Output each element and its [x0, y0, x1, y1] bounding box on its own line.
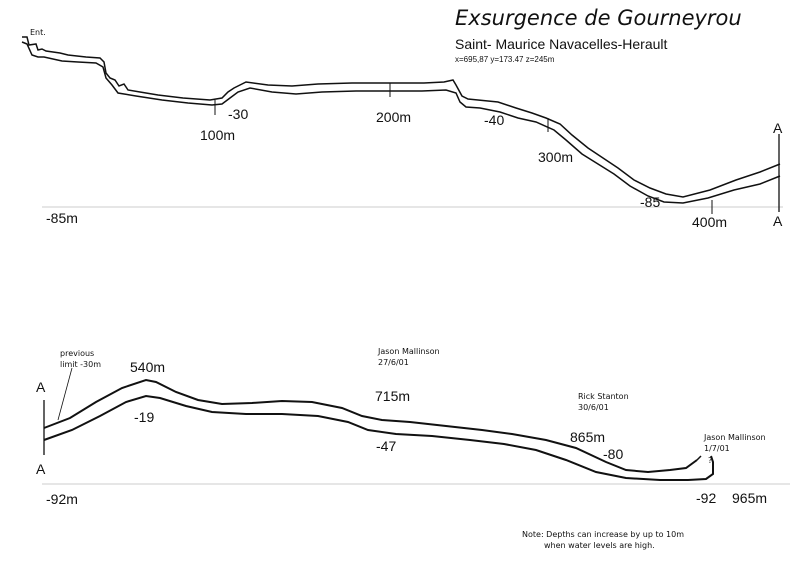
- sump-end-mark: [696, 455, 702, 461]
- lower-connector-bottom: A: [36, 461, 46, 477]
- previous-limit-leader: [57, 367, 73, 421]
- survey-coordinates: x=695,87 y=173.47 z=245m: [455, 55, 555, 64]
- survey-location: Saint- Maurice Navacelles-Herault: [455, 36, 668, 52]
- previous-limit-line2: limit -30m: [60, 360, 101, 369]
- upper-datum-label: -85m: [46, 210, 78, 226]
- depth-label-92: -92: [696, 490, 717, 506]
- distance-label-400m: 400m: [692, 214, 728, 230]
- explorer-3-date: 1/7/01: [704, 444, 730, 453]
- water-level-note-line1: Note: Depths can increase by up to 10m: [522, 530, 685, 539]
- lower-connector-top: A: [36, 379, 46, 395]
- distance-label-540m: 540m: [130, 359, 166, 375]
- distance-label-865m: 865m: [570, 429, 606, 445]
- distance-label-300m: 300m: [538, 149, 574, 165]
- previous-limit-line1: previous: [60, 349, 95, 358]
- lower-datum-label: -92m: [46, 491, 78, 507]
- upper-connector-top: A: [773, 120, 783, 136]
- distance-label-965m: 965m: [732, 490, 768, 506]
- explorer-2-date: 30/6/01: [578, 403, 609, 412]
- upper-connector-bottom: A: [773, 213, 783, 229]
- distance-label-715m: 715m: [375, 388, 411, 404]
- depth-label-85: -85: [640, 194, 661, 210]
- depth-label-47: -47: [376, 438, 397, 454]
- explorer-1-name: Jason Mallinson: [378, 347, 440, 356]
- explorer-2-name: Rick Stanton: [578, 392, 629, 401]
- water-level-note-line2: when water levels are high.: [544, 541, 655, 550]
- explorer-3-name: Jason Mallinson: [704, 433, 766, 442]
- depth-label-80: -80: [603, 446, 624, 462]
- survey-title: Exsurgence de Gourneyrou: [455, 6, 742, 30]
- upper-passage-roof: [22, 36, 781, 198]
- entrance-label: Ent.: [30, 28, 46, 37]
- distance-label-200m: 200m: [376, 109, 412, 125]
- distance-label-100m: 100m: [200, 127, 236, 143]
- depth-label-30: -30: [228, 106, 249, 122]
- lower-passage-roof: [43, 378, 698, 474]
- upper-passage-floor: [21, 41, 781, 204]
- explorer-1-date: 27/6/01: [378, 358, 409, 367]
- lower-passage-floor: [43, 394, 714, 481]
- depth-label-19: -19: [134, 409, 155, 425]
- unknown-passage-mark: ?: [708, 456, 713, 465]
- depth-label-40: -40: [484, 112, 505, 128]
